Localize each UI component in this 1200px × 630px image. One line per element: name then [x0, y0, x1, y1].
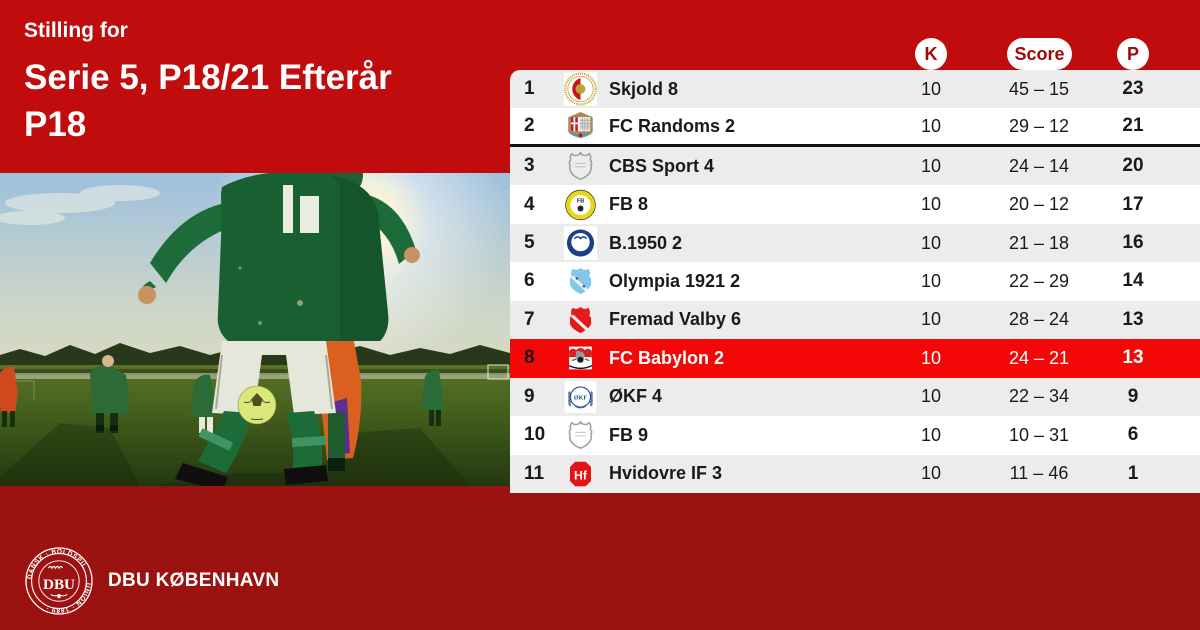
svg-text:FB: FB [577, 198, 584, 204]
svg-text:DANSK · BOLDSPIL: DANSK · BOLDSPIL [27, 549, 88, 580]
svg-text:ØKF: ØKF [574, 395, 588, 401]
svg-text:DBU: DBU [43, 576, 75, 593]
svg-text:Hf: Hf [574, 468, 588, 482]
